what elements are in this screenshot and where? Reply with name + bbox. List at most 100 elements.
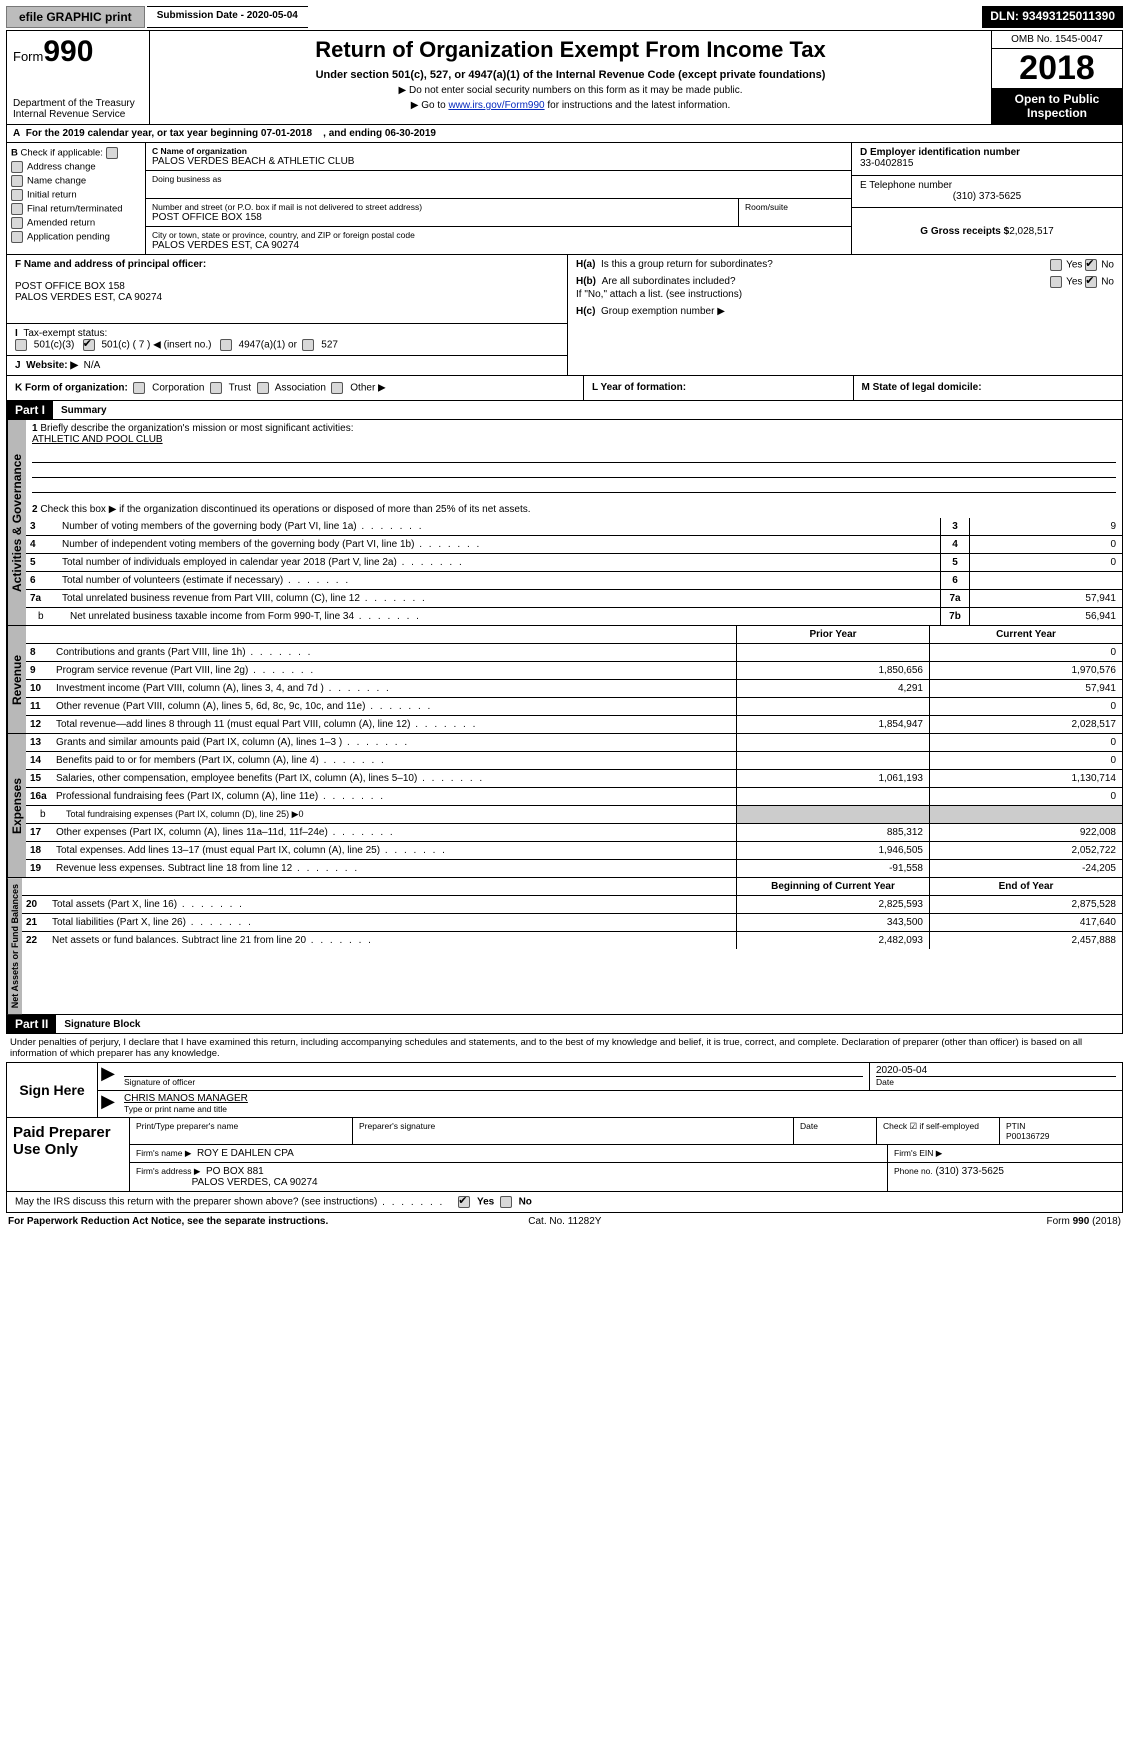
hb-yes[interactable] [1050, 276, 1062, 288]
street-label: Number and street (or P.O. box if mail i… [152, 202, 732, 212]
line-num: b [26, 608, 66, 625]
paid-preparer-label: Paid Preparer Use Only [7, 1118, 130, 1191]
part1-activities-governance: Activities & Governance 1 Briefly descri… [6, 420, 1123, 626]
sign-date: 2020-05-04 [876, 1065, 927, 1076]
501c-check[interactable] [83, 339, 95, 351]
firm-addr1: PO BOX 881 [206, 1166, 264, 1177]
l2-text: Check this box ▶ if the organization dis… [40, 504, 530, 515]
gross-receipts-label: G Gross receipts $ [920, 226, 1009, 237]
phone-value: (310) 373-5625 [860, 191, 1114, 202]
prior-year-value [736, 752, 929, 769]
tax-status-label: Tax-exempt status: [23, 328, 107, 339]
hb-note: If "No," attach a list. (see instruction… [576, 289, 1114, 300]
amended-check[interactable] [11, 217, 23, 229]
prior-year-value: 885,312 [736, 824, 929, 841]
pp-name-label: Print/Type preparer's name [130, 1118, 353, 1144]
4947-check[interactable] [220, 339, 232, 351]
state-domicile-label: M State of legal domicile: [862, 382, 982, 393]
prior-year-value [736, 698, 929, 715]
paid-preparer-block: Paid Preparer Use Only Print/Type prepar… [6, 1118, 1123, 1192]
line-num: 3 [26, 518, 58, 535]
line-desc: Benefits paid to or for members (Part IX… [56, 755, 386, 766]
sign-arrow-icon-2: ▶ [98, 1091, 118, 1117]
applicable-check[interactable] [106, 147, 118, 159]
line-value: 0 [969, 554, 1122, 571]
final-return-check[interactable] [11, 203, 23, 215]
assoc-check[interactable] [257, 382, 269, 394]
current-year-value: 1,970,576 [929, 662, 1122, 679]
perjury-statement: Under penalties of perjury, I declare th… [6, 1034, 1123, 1063]
current-year-value: 0 [929, 788, 1122, 805]
dept-treasury: Department of the Treasury [13, 98, 143, 109]
line-desc: Professional fundraising fees (Part IX, … [56, 791, 385, 802]
part1-expenses: Expenses 13Grants and similar amounts pa… [6, 734, 1123, 878]
firm-name: ROY E DAHLEN CPA [197, 1148, 294, 1159]
other-check[interactable] [331, 382, 343, 394]
ssn-warning: ▶ Do not enter social security numbers o… [156, 85, 985, 96]
efile-button[interactable]: efile GRAPHIC print [6, 6, 145, 28]
corp-check[interactable] [133, 382, 145, 394]
current-year-value: 0 [929, 698, 1122, 715]
officer-name: CHRIS MANOS MANAGER [124, 1093, 248, 1104]
officer-label: F Name and address of principal officer: [15, 259, 206, 270]
prior-year-value [736, 788, 929, 805]
discuss-yes[interactable] [458, 1196, 470, 1208]
tax-year: 2018 [992, 49, 1122, 88]
hb-no[interactable] [1085, 276, 1097, 288]
open-public-badge: Open to Public Inspection [992, 88, 1122, 124]
name-change-check[interactable] [11, 175, 23, 187]
ha-text: Is this a group return for subordinates? [601, 259, 773, 270]
current-year-value: 0 [929, 734, 1122, 751]
current-year-value: -24,205 [929, 860, 1122, 877]
sig-officer-label: Signature of officer [124, 1077, 195, 1087]
block-b-to-g: B Check if applicable: Address change Na… [6, 143, 1123, 255]
line-desc: Salaries, other compensation, employee b… [56, 773, 484, 784]
line-desc: Total number of volunteers (estimate if … [58, 572, 940, 589]
ptin-value: P00136729 [1006, 1131, 1050, 1141]
discuss-no[interactable] [500, 1196, 512, 1208]
527-check[interactable] [302, 339, 314, 351]
current-year-value: 922,008 [929, 824, 1122, 841]
prior-year-hdr: Prior Year [736, 626, 929, 643]
trust-check[interactable] [210, 382, 222, 394]
row-a-tax-year: A For the 2019 calendar year, or tax yea… [6, 125, 1123, 143]
top-bar: efile GRAPHIC print Submission Date - 20… [6, 6, 1123, 28]
phone-label: E Telephone number [860, 180, 1114, 191]
irs-link[interactable]: www.irs.gov/Form990 [448, 100, 544, 111]
line-num: 7a [26, 590, 58, 607]
website-value: N/A [84, 360, 101, 371]
prior-year-value [736, 734, 929, 751]
name-title-label: Type or print name and title [124, 1104, 227, 1114]
pp-date-label: Date [794, 1118, 877, 1144]
firm-ein-label: Firm's EIN ▶ [894, 1148, 942, 1158]
prior-year-value: 1,854,947 [736, 716, 929, 733]
line-num: 5 [26, 554, 58, 571]
line-box: 7b [940, 608, 969, 625]
org-name-label: C Name of organization [152, 146, 845, 156]
current-year-value: 2,028,517 [929, 716, 1122, 733]
ha-no[interactable] [1085, 259, 1097, 271]
ha-yes[interactable] [1050, 259, 1062, 271]
prior-year-value: -91,558 [736, 860, 929, 877]
submission-date: Submission Date - 2020-05-04 [147, 6, 308, 28]
501c3-check[interactable] [15, 339, 27, 351]
prior-year-value: 1,061,193 [736, 770, 929, 787]
line-desc: Other revenue (Part VIII, column (A), li… [56, 701, 432, 712]
line-desc: Other expenses (Part IX, column (A), lin… [56, 827, 395, 838]
part1-net-assets: Net Assets or Fund Balances Beginning of… [6, 878, 1123, 1015]
ein-value: 33-0402815 [860, 158, 1114, 169]
part1-header: Part I Summary [6, 401, 1123, 420]
prior-year-value [736, 644, 929, 661]
app-pending-check[interactable] [11, 231, 23, 243]
current-year-value: 1,130,714 [929, 770, 1122, 787]
prior-year-value: 1,946,505 [736, 842, 929, 859]
city-value: PALOS VERDES EST, CA 90274 [152, 240, 845, 251]
room-label: Room/suite [739, 199, 851, 226]
addr-change-check[interactable] [11, 161, 23, 173]
hc-text: Group exemption number ▶ [601, 306, 725, 317]
gross-receipts: 2,028,517 [1009, 226, 1054, 237]
pp-sig-label: Preparer's signature [353, 1118, 794, 1144]
line-desc: Investment income (Part VIII, column (A)… [56, 683, 391, 694]
initial-return-check[interactable] [11, 189, 23, 201]
hb-text: Are all subordinates included? [602, 276, 736, 287]
